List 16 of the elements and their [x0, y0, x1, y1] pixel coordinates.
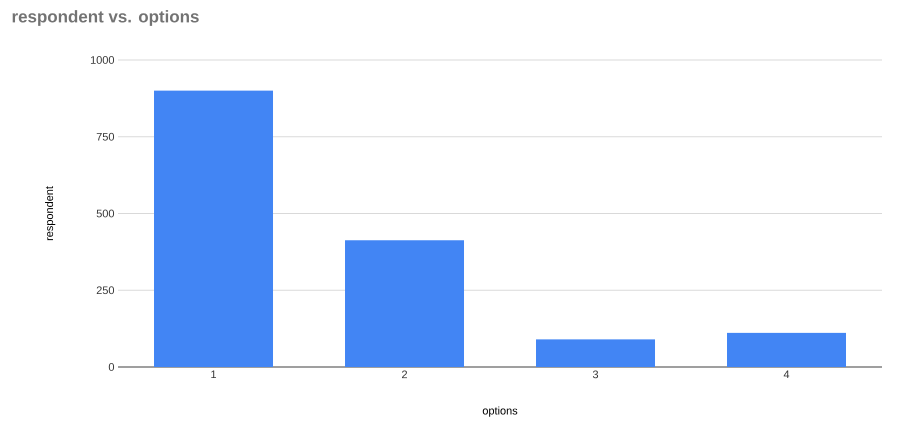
- chart-title: respondent vs. options: [12, 10, 199, 26]
- y-axis-title: respondent: [45, 186, 56, 240]
- bar: [154, 90, 274, 367]
- y-tick-label: 1000: [90, 56, 114, 64]
- x-tick-label: 2: [402, 370, 408, 378]
- x-tick-label: 4: [784, 370, 790, 378]
- x-tick-label: 1: [211, 370, 216, 378]
- bar: [345, 240, 464, 367]
- y-tick-label: 750: [96, 132, 114, 141]
- bar: [727, 332, 846, 367]
- bar: [536, 339, 656, 367]
- y-tick-label: 500: [96, 210, 114, 218]
- y-tick-label: 0: [108, 363, 114, 371]
- y-tick-label: 250: [96, 286, 114, 294]
- x-tick-label: 3: [592, 370, 598, 378]
- x-axis-title: options: [482, 406, 518, 417]
